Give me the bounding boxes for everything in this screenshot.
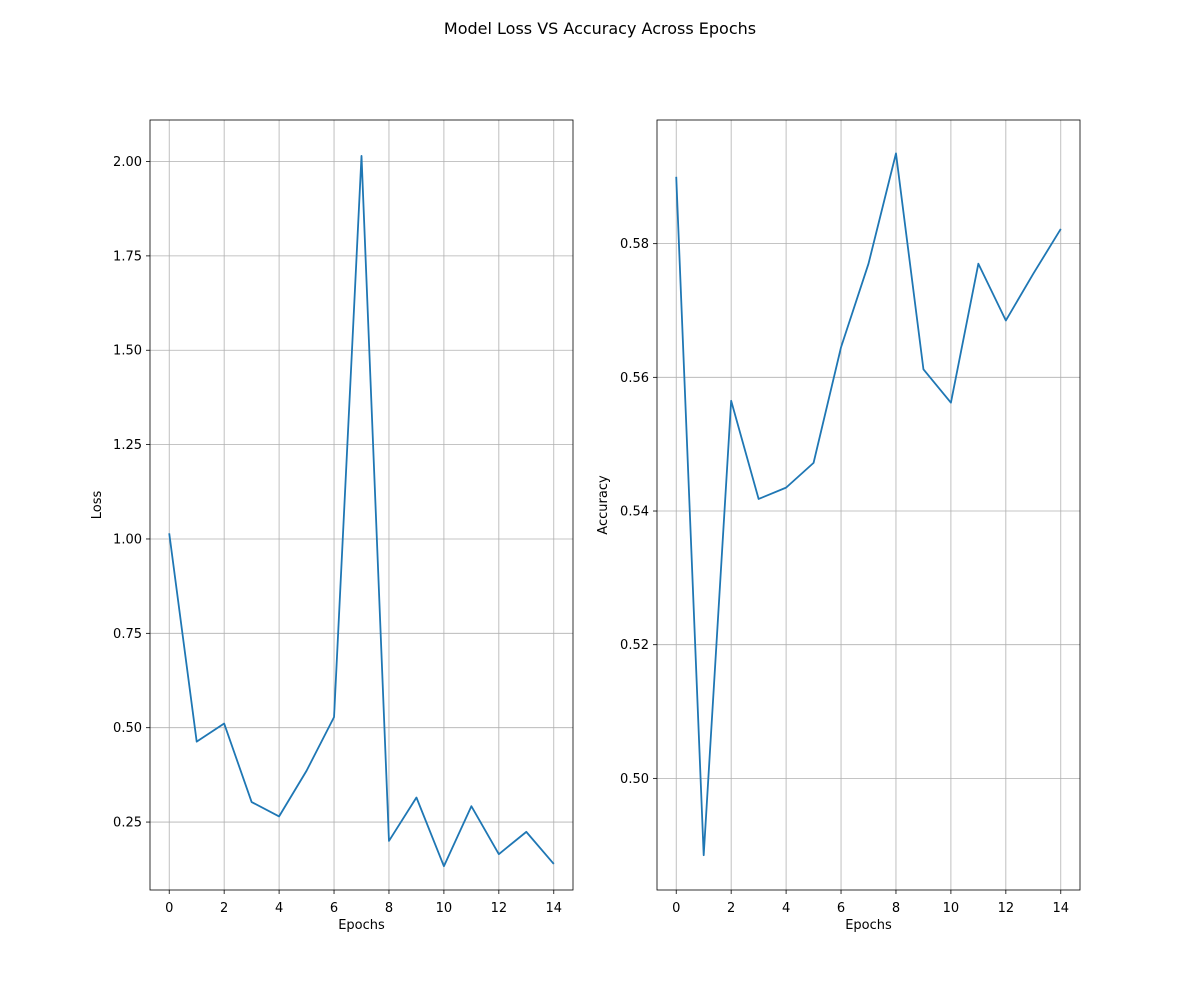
loss-x-tick-label: 14	[545, 901, 562, 916]
accuracy-x-tick-label: 14	[1052, 901, 1069, 916]
loss-y-tick-label: 2.00	[113, 155, 142, 170]
accuracy-x-tick-label: 4	[782, 901, 790, 916]
accuracy-x-tick-label: 12	[998, 901, 1015, 916]
accuracy-x-tick-label: 8	[892, 901, 900, 916]
loss-x-axis-label: Epochs	[338, 918, 385, 933]
loss-grid	[150, 120, 573, 890]
loss-x-tick-label: 0	[165, 901, 173, 916]
accuracy-plot-frame	[656, 119, 1081, 891]
accuracy-x-tick-label: 0	[672, 901, 680, 916]
loss-y-tick-label: 1.25	[113, 438, 142, 453]
accuracy-y-tick-label: 0.58	[620, 237, 649, 252]
accuracy-x-tick-label: 2	[727, 901, 735, 916]
loss-y-axis-label: Loss	[90, 491, 105, 520]
loss-series-line	[168, 154, 555, 868]
loss-y-tick-label: 0.25	[113, 816, 142, 831]
loss-y-tick-label: 1.00	[113, 532, 142, 547]
loss-x-tick-label: 10	[436, 901, 453, 916]
loss-y-tick-label: 1.75	[113, 249, 142, 264]
accuracy-grid	[657, 120, 1080, 890]
loss-x-tick-label: 8	[385, 901, 393, 916]
accuracy-x-axis-label: Epochs	[845, 918, 892, 933]
accuracy-y-tick-label: 0.50	[620, 772, 649, 787]
loss-y-tick-label: 0.50	[113, 721, 142, 736]
loss-x-tick-label: 6	[330, 901, 338, 916]
loss-y-tick-label: 0.75	[113, 627, 142, 642]
accuracy-y-tick-label: 0.54	[620, 505, 649, 520]
accuracy-chart: 0 2 4 6 8 10 12 14 0.50 0.52 0.54 0.56 0.58 Epochs Acc…	[596, 119, 1081, 933]
loss-x-tick-label: 12	[491, 901, 508, 916]
figure-title: Model Loss VS Accuracy Across Epochs	[444, 19, 756, 38]
loss-x-tick-label: 2	[220, 901, 228, 916]
accuracy-y-axis-label: Accuracy	[596, 475, 611, 535]
accuracy-x-tick-label: 6	[837, 901, 845, 916]
accuracy-y-tick-label: 0.56	[620, 371, 649, 386]
loss-x-tick-label: 4	[275, 901, 283, 916]
accuracy-y-tick-label: 0.52	[620, 638, 649, 653]
loss-chart: 0 2 4 6 8 10 12 14 0.25 0.50 0.75 1.00 1.25 1.50 1.75 2…	[90, 119, 574, 933]
loss-plot-frame	[149, 119, 574, 891]
accuracy-series-line	[675, 152, 1062, 857]
accuracy-x-tick-label: 10	[943, 901, 960, 916]
loss-y-tick-label: 1.50	[113, 344, 142, 359]
